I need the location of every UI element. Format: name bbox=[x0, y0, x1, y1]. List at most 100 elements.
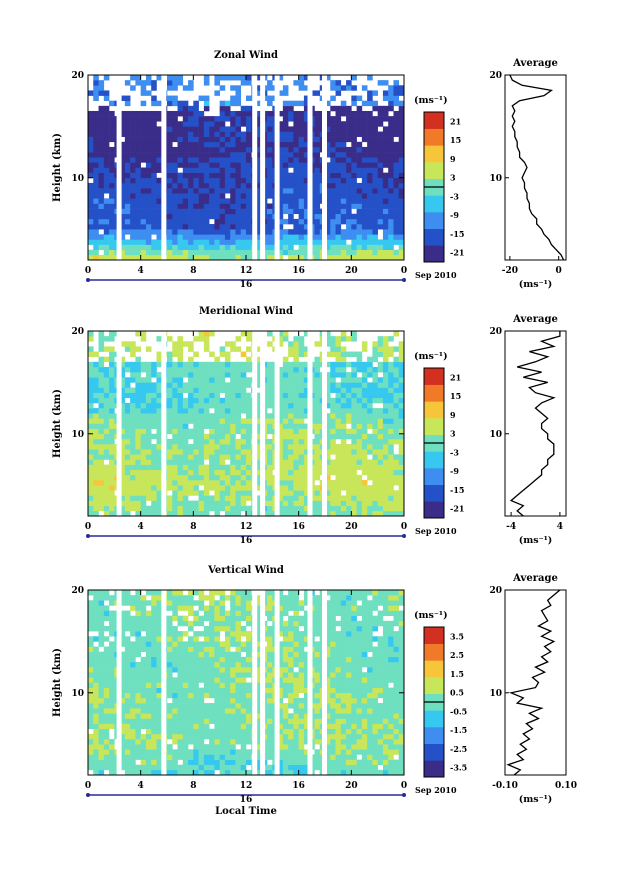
heatmap-cell bbox=[303, 105, 310, 112]
heatmap-cell bbox=[246, 408, 252, 414]
heatmap-cell bbox=[230, 346, 236, 352]
heatmap-cell bbox=[398, 402, 404, 409]
heatmap-cell bbox=[303, 454, 310, 460]
heatmap-cell bbox=[172, 182, 178, 189]
heatmap-cell bbox=[282, 754, 289, 760]
heatmap-cell bbox=[340, 687, 347, 694]
heatmap-cell bbox=[240, 733, 247, 740]
heatmap-cell bbox=[193, 402, 199, 409]
heatmap-cell bbox=[288, 713, 294, 719]
heatmap-cell bbox=[88, 121, 94, 127]
heatmap-cell bbox=[393, 739, 400, 745]
heatmap-cell bbox=[109, 224, 115, 230]
heatmap-cell bbox=[288, 229, 294, 235]
heatmap-cell bbox=[193, 449, 199, 455]
heatmap-cell bbox=[288, 744, 294, 750]
heatmap-cell bbox=[314, 418, 321, 424]
heatmap-cell bbox=[172, 402, 178, 409]
heatmap-cell bbox=[372, 387, 378, 393]
heatmap-cell bbox=[182, 213, 189, 220]
heatmap-cell bbox=[193, 500, 199, 507]
heatmap-cell bbox=[351, 718, 357, 724]
x-tick-label: 12 bbox=[240, 266, 253, 276]
heatmap-cell bbox=[288, 754, 294, 760]
heatmap-cell bbox=[256, 244, 263, 251]
colorbar-tick: -15 bbox=[450, 229, 464, 239]
heatmap-cell bbox=[398, 182, 404, 189]
heatmap-cell bbox=[377, 193, 384, 199]
heatmap-cell bbox=[398, 464, 404, 471]
heatmap-cell bbox=[361, 188, 368, 194]
heatmap-cell bbox=[156, 490, 163, 496]
date-span-start bbox=[86, 278, 90, 282]
heatmap-cell bbox=[246, 234, 252, 240]
heatmap-cell bbox=[330, 402, 336, 409]
heatmap-cell bbox=[356, 229, 363, 235]
heatmap-cell bbox=[246, 464, 252, 471]
heatmap-cell bbox=[109, 759, 115, 766]
heatmap-cell bbox=[209, 495, 215, 501]
heatmap-cell bbox=[172, 218, 178, 225]
heatmap-cell bbox=[188, 254, 194, 260]
heatmap-cell bbox=[88, 162, 94, 168]
heatmap-cell bbox=[119, 449, 126, 455]
heatmap-cell bbox=[246, 377, 252, 383]
heatmap-cell bbox=[351, 428, 357, 435]
heatmap-cell bbox=[224, 105, 231, 112]
heatmap-cell bbox=[246, 510, 252, 516]
heatmap-cell bbox=[203, 754, 210, 760]
heatmap-cell bbox=[361, 203, 368, 209]
heatmap-cell bbox=[140, 459, 147, 465]
heatmap-cell bbox=[372, 744, 378, 750]
heatmap-cell bbox=[293, 188, 299, 194]
heatmap-cell bbox=[351, 239, 357, 245]
heatmap-cell bbox=[246, 444, 252, 450]
heatmap-cell bbox=[109, 764, 115, 771]
heatmap-cell bbox=[193, 490, 199, 496]
heatmap-cell bbox=[282, 677, 289, 683]
heatmap-cell bbox=[388, 198, 394, 204]
heatmap-cell bbox=[393, 331, 400, 337]
heatmap-cell bbox=[119, 754, 126, 760]
heatmap-cell bbox=[151, 733, 157, 740]
heatmap-cell bbox=[303, 244, 310, 251]
heatmap-cell bbox=[335, 423, 342, 429]
heatmap-cell bbox=[151, 249, 157, 256]
heatmap-cell bbox=[330, 239, 336, 245]
heatmap-cell bbox=[167, 733, 173, 740]
heatmap-cell bbox=[340, 229, 347, 235]
heatmap-cell bbox=[182, 469, 189, 476]
heatmap-cell bbox=[293, 723, 299, 730]
heatmap-cell bbox=[177, 188, 184, 194]
heatmap-cell bbox=[209, 754, 215, 760]
heatmap-cell bbox=[356, 687, 363, 694]
heatmap-cell bbox=[151, 85, 157, 91]
heatmap-cell bbox=[193, 213, 199, 220]
heatmap-cell bbox=[124, 438, 131, 445]
heatmap-cell bbox=[325, 733, 331, 740]
heatmap-cell bbox=[182, 677, 189, 683]
heatmap-cell bbox=[124, 203, 131, 209]
heatmap-cell bbox=[93, 500, 99, 507]
heatmap-cell bbox=[172, 244, 178, 251]
heatmap-cell bbox=[282, 718, 289, 724]
heatmap-cell bbox=[88, 351, 94, 357]
heatmap-cell bbox=[335, 697, 342, 704]
heatmap-cell bbox=[93, 136, 99, 143]
heatmap-cell bbox=[372, 116, 378, 122]
heatmap-cell bbox=[203, 718, 210, 724]
heatmap-cell bbox=[214, 116, 220, 122]
heatmap-cell bbox=[367, 208, 373, 215]
heatmap-cell bbox=[325, 682, 331, 688]
heatmap-cell bbox=[177, 126, 184, 132]
heatmap-cell bbox=[293, 131, 299, 137]
heatmap-cell bbox=[325, 136, 331, 143]
heatmap-cell bbox=[346, 254, 352, 260]
heatmap-cell bbox=[393, 218, 400, 225]
heatmap-cell bbox=[235, 718, 242, 724]
heatmap-cell bbox=[172, 152, 178, 158]
heatmap-cell bbox=[256, 208, 263, 215]
heatmap-cell bbox=[119, 744, 126, 750]
heatmap-cell bbox=[388, 485, 394, 491]
heatmap-cell bbox=[382, 193, 389, 199]
